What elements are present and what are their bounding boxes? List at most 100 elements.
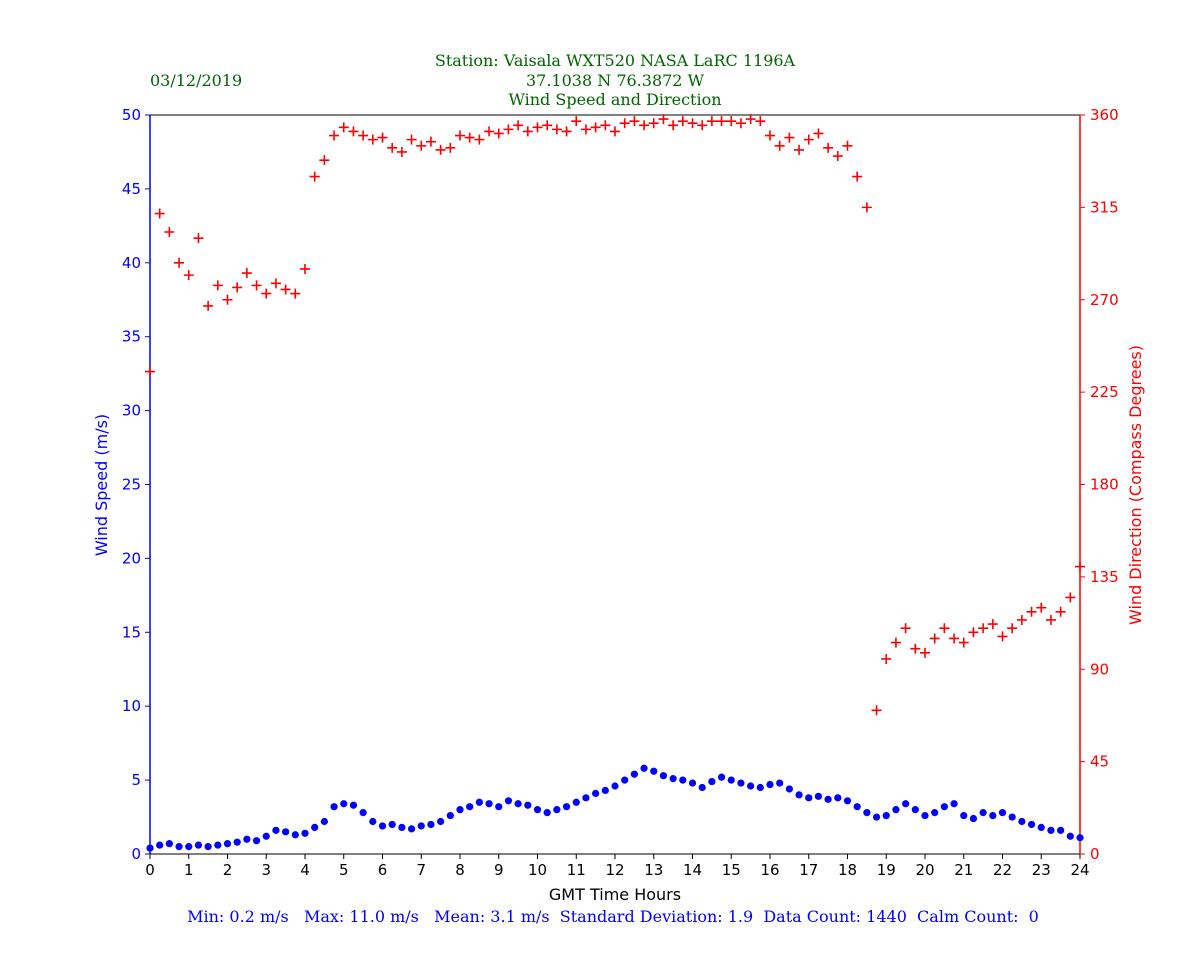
x-tick-label: 19 — [877, 861, 896, 879]
speed-point — [543, 809, 551, 817]
speed-point — [194, 841, 203, 849]
y2-tick-label: 90 — [1090, 660, 1109, 678]
direction-point — [435, 144, 446, 155]
y2-tick-label: 0 — [1090, 845, 1100, 863]
speed-point — [882, 811, 890, 820]
direction-point — [348, 126, 359, 137]
direction-point — [358, 130, 369, 141]
direction-point — [377, 132, 388, 143]
direction-point — [842, 140, 853, 151]
speed-point — [466, 803, 474, 811]
direction-series — [145, 114, 1085, 716]
direction-point — [648, 118, 659, 129]
direction-point — [474, 134, 485, 145]
direction-point — [290, 288, 301, 299]
chart-title: Wind Speed and Direction — [508, 90, 721, 109]
direction-point — [154, 208, 165, 219]
x-tick-label: 2 — [223, 861, 233, 879]
speed-point — [805, 794, 813, 802]
y-axis-ticks: 0 5 10 15 20 25 30 35 40 45 50 — [122, 106, 150, 863]
speed-point — [252, 837, 261, 845]
direction-point — [706, 116, 717, 127]
speed-point — [146, 844, 154, 852]
direction-point — [300, 263, 310, 274]
speed-point — [349, 801, 358, 809]
direction-point — [145, 366, 155, 377]
speed-point — [524, 801, 532, 809]
y2-tick-label: 360 — [1090, 106, 1119, 124]
direction-point — [629, 116, 640, 127]
speed-point — [485, 800, 493, 808]
speed-point — [679, 776, 687, 784]
x-tick-label: 1 — [184, 861, 194, 879]
speed-point — [853, 803, 861, 811]
y2-axis-ticks: 0 45 90 135 180 225 270 315 360 — [1080, 106, 1119, 863]
direction-point — [726, 116, 737, 127]
speed-point — [892, 806, 900, 814]
speed-point — [475, 798, 483, 806]
direction-point — [484, 126, 495, 137]
direction-point — [1016, 614, 1027, 625]
speed-point — [872, 813, 881, 821]
x-tick-label: 22 — [993, 861, 1012, 879]
direction-point — [445, 142, 456, 153]
direction-point — [542, 120, 553, 131]
x-tick-label: 4 — [300, 861, 310, 879]
speed-point — [427, 820, 435, 829]
date-label: 03/12/2019 — [150, 71, 242, 90]
direction-point — [280, 284, 291, 295]
speed-point — [834, 794, 842, 802]
direction-point — [203, 300, 214, 311]
speed-point — [960, 811, 968, 820]
speed-point — [456, 806, 464, 814]
direction-point — [164, 227, 175, 238]
speed-point — [378, 822, 387, 830]
speed-point — [1037, 823, 1045, 831]
speed-series — [146, 764, 1084, 852]
direction-point — [174, 257, 185, 268]
speed-point — [911, 806, 919, 814]
y-tick-label: 25 — [122, 476, 141, 494]
direction-point — [687, 118, 698, 129]
speed-point — [611, 782, 619, 790]
direction-point — [852, 171, 863, 182]
direction-point — [503, 124, 514, 135]
speed-point — [940, 803, 948, 811]
plot-area — [149, 114, 1081, 855]
speed-point — [640, 764, 648, 772]
direction-point — [978, 623, 989, 634]
speed-point — [795, 791, 803, 799]
x-tick-label: 6 — [378, 861, 388, 879]
direction-point — [396, 146, 407, 157]
speed-point — [214, 841, 222, 849]
direction-point — [949, 633, 960, 644]
y-tick-label: 20 — [122, 549, 141, 567]
speed-point — [359, 809, 367, 817]
speed-point — [843, 797, 852, 805]
speed-point — [204, 843, 212, 851]
speed-point — [223, 840, 232, 848]
x-axis-ticks: 0 1 2 3 4 5 6 7 8 9 10 11 12 13 14 15 16 17 18 19 20 21 22 23 24 — [145, 854, 1090, 879]
direction-point — [774, 140, 785, 151]
speed-point — [330, 803, 338, 811]
direction-point — [309, 171, 320, 182]
speed-point — [717, 773, 726, 781]
direction-point — [1055, 606, 1066, 617]
speed-point — [553, 806, 561, 814]
speed-point — [979, 809, 987, 817]
speed-point — [1076, 834, 1084, 842]
speed-point — [243, 835, 251, 843]
direction-point — [183, 270, 194, 281]
x-tick-label: 10 — [528, 861, 547, 879]
speed-point — [1008, 813, 1016, 821]
direction-point — [668, 120, 679, 131]
speed-point — [708, 777, 716, 786]
direction-point — [251, 280, 262, 291]
x-tick-label: 24 — [1070, 861, 1089, 879]
direction-point — [929, 633, 940, 644]
direction-point — [765, 130, 775, 141]
x-tick-label: 23 — [1032, 861, 1051, 879]
direction-point — [600, 120, 611, 131]
direction-point — [241, 268, 252, 279]
